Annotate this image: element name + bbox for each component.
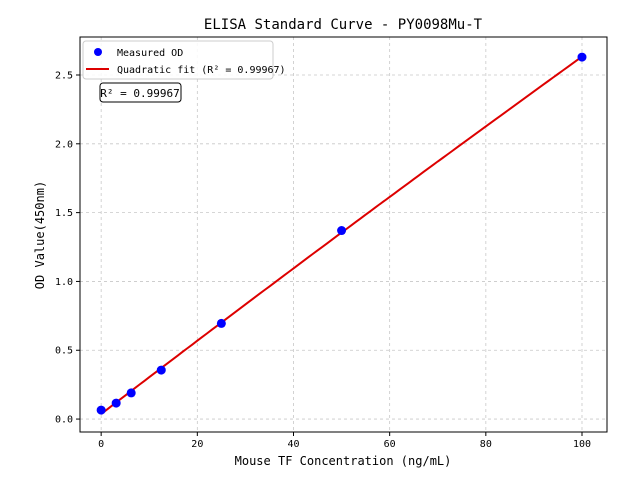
r2-annotation: R² = 0.99967 [99,82,182,103]
x-tick-label: 40 [287,439,299,450]
data-point [216,318,226,328]
legend-label-fit: Quadratic fit (R² = 0.99967) [117,65,286,76]
fit-line [100,55,583,415]
data-point [337,226,347,236]
data-point [156,365,166,375]
data-point [126,388,136,398]
r2-text: R² = 0.99967 [100,87,179,100]
points-group [96,52,587,415]
legend-marker-points [94,48,102,56]
y-tick-label: 0.5 [55,346,73,357]
chart-title: ELISA Standard Curve - PY0098Mu-T [204,17,483,33]
plot-frame [79,36,608,433]
data-point [96,405,106,415]
fit-line-group [100,55,583,415]
y-tick-label: 2.5 [55,70,73,81]
y-tick-label: 1.5 [55,208,73,219]
ticks: 0 20 40 60 80 100 0.0 0.5 1.0 1.5 2.0 2.5 [55,70,591,450]
y-tick-label: 1.0 [55,277,73,288]
y-tick-label: 0.0 [55,415,73,426]
legend: Measured OD Quadratic fit (R² = 0.99967) [82,40,286,80]
y-tick-label: 2.0 [55,139,73,150]
x-tick-label: 0 [98,439,104,450]
legend-label-points: Measured OD [117,48,183,59]
grid [80,37,607,432]
data-point [577,52,587,62]
x-tick-label: 80 [480,439,492,450]
x-tick-label: 100 [573,439,591,450]
data-point [111,398,121,408]
x-tick-label: 20 [191,439,203,450]
y-axis-label: OD Value(450nm) [33,181,47,289]
x-tick-label: 60 [384,439,396,450]
x-axis-label: Mouse TF Concentration (ng/mL) [235,454,452,468]
